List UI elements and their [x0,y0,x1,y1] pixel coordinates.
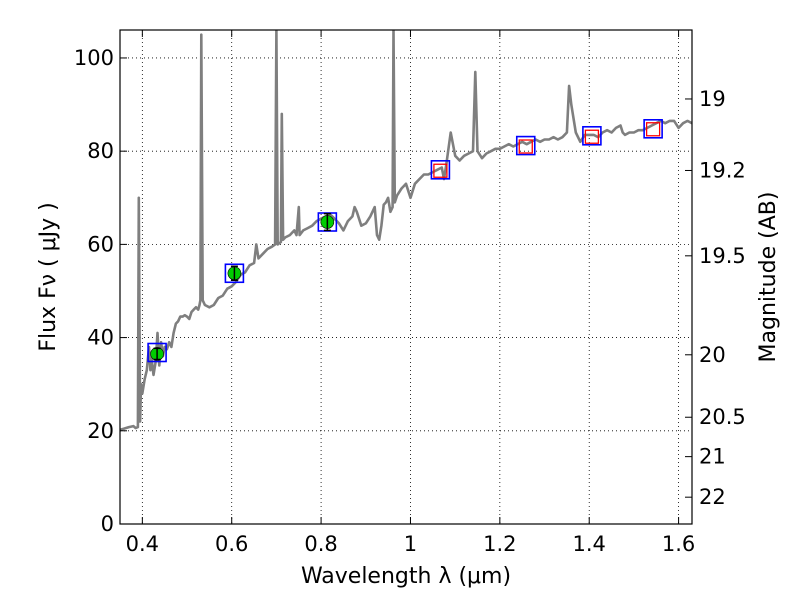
model-photometry-marker [582,125,602,146]
x-axis-label: Wavelength λ (μm) [301,564,511,589]
x-tick-label: 1 [404,532,417,556]
magnitude-tick-label: 20.5 [699,405,746,429]
y-tick-label: 80 [87,139,114,163]
magnitude-tick-label: 21 [699,445,726,469]
spectrum-line [120,30,692,432]
x-tick-label: 0.6 [215,532,248,556]
model-photometry-marker [515,135,536,156]
synthetic-photometry-marker [645,122,661,137]
x-tick-label: 1.6 [662,532,695,556]
photometry-layer [147,119,663,363]
y-tick-label: 0 [101,512,114,536]
magnitude-tick-label: 19 [699,87,726,111]
plot-frame [119,29,693,525]
x-tick-label: 1.4 [573,532,606,556]
model-photometry-marker [430,160,451,180]
synthetic-photometry-marker [584,129,600,144]
axes: 0.4 0.6 0.8 1 1.2 1.4 1.6 0 20 40 60 80 100 19 19.2 19.… [74,30,746,556]
spectrum-layer [120,30,692,432]
magnitude-tick-label: 19.5 [699,244,746,268]
magnitude-axis-label: Magnitude (AB) [756,192,781,363]
magnitude-tick-label: 19.2 [699,158,746,182]
x-tick-label: 0.8 [304,532,337,556]
grid [120,30,692,525]
synthetic-photometry-marker [433,163,448,178]
x-tick-label: 0.4 [126,532,159,556]
model-photometry-marker [224,263,245,284]
y-tick-label: 20 [87,419,114,443]
synthetic-photometry-marker [518,139,533,154]
x-tick-label: 1.2 [483,532,516,556]
y-tick-label: 60 [87,232,114,256]
y-tick-label: 40 [87,326,114,350]
y-tick-label: 100 [74,46,114,70]
y-axis-label: Flux Fν ( μJy ) [36,202,61,351]
model-photometry-marker [147,342,167,363]
magnitude-tick-label: 22 [699,485,726,509]
magnitude-tick-label: 20 [699,343,726,367]
model-photometry-marker [643,119,663,139]
